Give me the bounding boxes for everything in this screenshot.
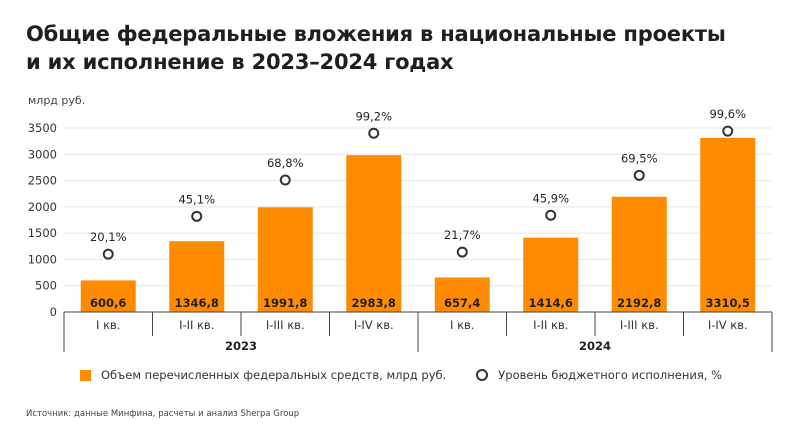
bar [523, 237, 579, 312]
execution-label: 69,5% [621, 151, 658, 165]
y-tick-label: 500 [35, 279, 57, 293]
x-axis: I кв. I-II кв. I-III кв. I-IV кв. I кв. I-II … [63, 311, 773, 353]
execution-markers [102, 125, 734, 260]
execution-label: 99,6% [709, 107, 746, 121]
bar-value-label: 1414,6 [529, 296, 573, 310]
bar [434, 277, 490, 312]
execution-label: 99,2% [355, 109, 392, 123]
execution-label: 45,9% [532, 191, 569, 205]
x-tick-label: I кв. [96, 318, 120, 332]
execution-marker [368, 127, 380, 139]
bar [169, 241, 225, 312]
x-tick-label: I-III кв. [620, 318, 659, 332]
chart-title: Общие федеральные вложения в национальны… [26, 20, 766, 76]
execution-label: 21,7% [444, 228, 481, 242]
legend: Объем перечисленных федеральных средств,… [80, 368, 752, 382]
x-tick-label: I-II кв. [179, 318, 214, 332]
bar-value-label: 600,6 [90, 296, 126, 310]
bar-value-labels: 600,6 1346,8 1991,8 2983,8 657,4 1414,6 2192,8… [90, 296, 750, 310]
bars [80, 137, 756, 312]
execution-label: 20,1% [90, 230, 127, 244]
y-tick-label: 1000 [28, 252, 57, 266]
bar-value-label: 3310,5 [706, 296, 750, 310]
x-tick-label: I-IV кв. [354, 318, 394, 332]
execution-marker [456, 246, 468, 258]
execution-marker [545, 209, 557, 221]
y-tick-label: 1500 [28, 226, 57, 240]
legend-label-volume: Объем перечисленных федеральных средств,… [101, 368, 447, 382]
chart-title-line-1: Общие федеральные вложения в национальны… [26, 22, 726, 46]
bar [80, 280, 136, 312]
legend-label-execution: Уровень бюджетного исполнения, % [498, 368, 723, 382]
chart-title-line-2: и их исполнение в 2023–2024 годах [26, 50, 454, 74]
y-tick-label: 3500 [28, 121, 57, 135]
bar [257, 207, 313, 312]
bar-value-label: 657,4 [444, 296, 480, 310]
execution-label: 68,8% [267, 156, 304, 170]
x-tick-label: I кв. [450, 318, 474, 332]
execution-marker [633, 169, 645, 181]
y-tick-label: 3000 [28, 147, 57, 161]
x-tick-label: I-III кв. [266, 318, 305, 332]
bar [700, 137, 756, 312]
bar-value-label: 2192,8 [617, 296, 661, 310]
execution-marker [722, 125, 734, 137]
legend-item-execution: Уровень бюджетного исполнения, % [476, 368, 722, 382]
legend-item-volume: Объем перечисленных федеральных средств,… [80, 368, 446, 382]
bar [346, 155, 402, 312]
bar-value-label: 1346,8 [175, 296, 219, 310]
bar [611, 196, 667, 312]
legend-circle-marker-icon [476, 369, 489, 381]
execution-label: 45,1% [178, 192, 215, 206]
x-tick-label: I-IV кв. [708, 318, 748, 332]
execution-labels: 20,1% 45,1% 68,8% 99,2% 21,7% 45,9% 69,5% 99,6% [90, 107, 746, 244]
y-tick-label: 2500 [28, 174, 57, 188]
x-tick-label: I-II кв. [533, 318, 568, 332]
x-group-label: 2023 [225, 339, 257, 353]
x-group-label: 2024 [579, 339, 611, 353]
bar-value-label: 2983,8 [352, 296, 396, 310]
bar-value-label: 1991,8 [263, 296, 307, 310]
execution-marker [191, 210, 203, 222]
y-axis-label: млрд руб. [28, 94, 85, 107]
execution-marker [102, 248, 114, 260]
y-tick-label: 0 [50, 305, 57, 319]
execution-marker [279, 174, 291, 186]
source-note: Источник: данные Минфина, расчеты и анал… [26, 409, 300, 419]
legend-bar-swatch [80, 369, 91, 381]
y-tick-label: 2000 [28, 200, 57, 214]
y-axis-ticks: 0 500 1000 1500 2000 2500 3000 3500 [28, 121, 57, 319]
